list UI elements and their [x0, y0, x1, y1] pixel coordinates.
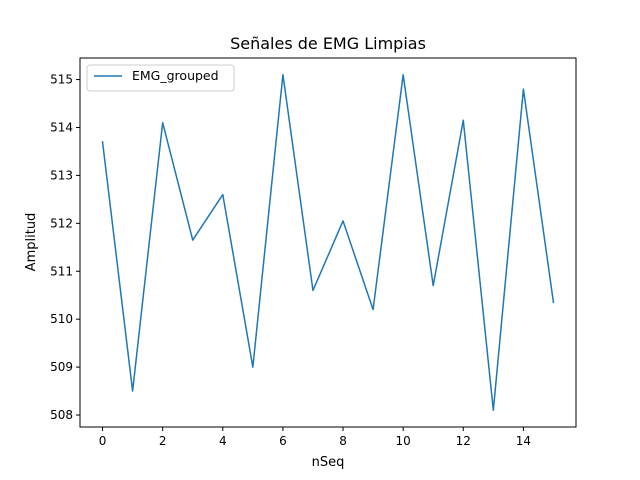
- data-point: [342, 220, 344, 222]
- chart-title: Señales de EMG Limpias: [230, 34, 426, 53]
- legend-label-emg-grouped: EMG_grouped: [132, 68, 219, 83]
- x-tick-label: 14: [516, 434, 531, 448]
- data-point: [432, 285, 434, 287]
- legend: EMG_grouped: [86, 64, 235, 92]
- data-point: [312, 290, 314, 292]
- series-line-emg-grouped: [101, 74, 555, 411]
- y-tick-label: 514: [50, 120, 73, 134]
- y-tick-label: 515: [50, 73, 73, 87]
- series-layer: [101, 74, 555, 411]
- data-point: [222, 194, 224, 196]
- plot-background: [80, 58, 576, 427]
- data-point: [282, 74, 284, 76]
- x-tick-label: 2: [159, 434, 167, 448]
- x-tick-label: 4: [219, 434, 227, 448]
- y-tick-label: 510: [50, 312, 73, 326]
- data-point: [162, 122, 164, 124]
- y-tick-label: 508: [50, 408, 73, 422]
- plot-frame: [79, 57, 577, 428]
- y-axis-label: Amplitud: [24, 213, 39, 272]
- x-axis-label: nSeq: [312, 455, 345, 470]
- data-point: [402, 74, 404, 76]
- y-tick-label: 509: [50, 360, 73, 374]
- x-tick-label: 12: [456, 434, 471, 448]
- x-axis-ticks: 0 2 4 6 8 10 12 14: [99, 427, 531, 448]
- data-point: [523, 88, 525, 90]
- data-point: [372, 309, 374, 311]
- data-point: [132, 390, 134, 392]
- y-tick-label: 513: [50, 168, 73, 182]
- plot-area: [80, 58, 576, 427]
- data-point: [252, 366, 254, 368]
- y-axis-ticks: 508 509 510 511 512 513 514 515: [50, 73, 80, 422]
- legend-box: [86, 64, 235, 92]
- data-point: [192, 239, 194, 241]
- y-tick-label: 512: [50, 216, 73, 230]
- x-tick-label: 6: [279, 434, 287, 448]
- x-tick-label: 10: [396, 434, 411, 448]
- data-point: [102, 141, 104, 143]
- data-point: [553, 302, 555, 304]
- data-point: [462, 119, 464, 121]
- data-point: [493, 409, 495, 411]
- y-tick-label: 511: [50, 264, 73, 278]
- x-tick-label: 8: [339, 434, 347, 448]
- x-tick-label: 0: [99, 434, 107, 448]
